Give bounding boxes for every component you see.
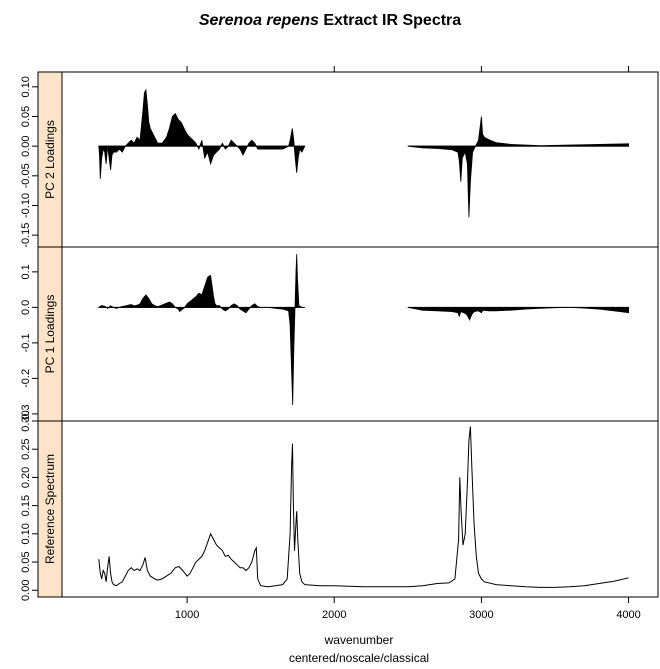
panel-0: PC 2 Loadings -0.15 -0.10 -0.05 0.00 0.05 0.10 bbox=[20, 71, 659, 248]
panel-frame-0 bbox=[61, 71, 659, 248]
x-tick-label-3: 4000 bbox=[616, 609, 640, 621]
panel-1: PC 1 Loadings -0.3 -0.2 -0.1 0.0 0.1 bbox=[20, 246, 659, 423]
panel-frame-2 bbox=[61, 420, 659, 598]
axis-layer: 1000 2000 3000 4000 bbox=[175, 66, 641, 621]
chart-title: Serenoa repens Extract IR Spectra bbox=[0, 12, 660, 30]
panels-layer: PC 2 Loadings-0.15-0.10-0.050.000.050.10… bbox=[20, 71, 659, 601]
loading-area-0-0 bbox=[98, 88, 306, 179]
x-tick-label-2: 3000 bbox=[469, 609, 493, 621]
y-tick-label-2-5: 0.25 bbox=[20, 438, 32, 459]
y-tick-label-0-4: 0.05 bbox=[20, 106, 32, 127]
spectrum-line-2-0 bbox=[98, 426, 629, 588]
strip-2 bbox=[37, 420, 63, 598]
chart-title-italic: Serenoa repens bbox=[198, 12, 319, 29]
y-tick-label-1-3: 0.0 bbox=[20, 300, 32, 315]
y-tick-label-2-2: 0.10 bbox=[20, 523, 32, 544]
y-tick-label-0-0: -0.15 bbox=[20, 223, 32, 248]
x-tick-label-0: 1000 bbox=[175, 609, 199, 621]
y-tick-label-0-2: -0.05 bbox=[20, 163, 32, 188]
loading-area-0-1 bbox=[407, 116, 629, 218]
strip-1 bbox=[37, 246, 63, 422]
y-tick-label-2-6: 0.30 bbox=[20, 410, 32, 431]
y-tick-label-0-1: -0.10 bbox=[20, 193, 32, 218]
strip-label-1: PC 1 Loadings bbox=[43, 295, 57, 374]
panel-frame-1 bbox=[61, 246, 659, 422]
chart-title-rest: Extract IR Spectra bbox=[318, 12, 462, 29]
panel-2: Reference Spectrum 0.00 0.05 0.10 0.15 0.20 0.… bbox=[20, 410, 659, 601]
x-tick-label-1: 2000 bbox=[322, 609, 346, 621]
y-tick-label-1-2: -0.1 bbox=[20, 333, 32, 352]
y-tick-label-2-4: 0.20 bbox=[20, 467, 32, 488]
strip-0 bbox=[37, 71, 63, 248]
chart-subtitle: centered/noscale/classical bbox=[289, 651, 429, 665]
y-tick-label-1-4: 0.1 bbox=[20, 264, 32, 279]
y-tick-label-1-0: -0.3 bbox=[20, 404, 32, 423]
y-tick-label-1-1: -0.2 bbox=[20, 369, 32, 388]
loading-area-1-0 bbox=[97, 254, 305, 406]
loading-area-1-1 bbox=[407, 306, 629, 321]
y-tick-label-0-3: 0.00 bbox=[20, 135, 32, 156]
y-tick-label-2-3: 0.15 bbox=[20, 495, 32, 516]
y-tick-label-0-5: 0.10 bbox=[20, 76, 32, 97]
strip-label-2: Reference Spectrum bbox=[43, 454, 57, 564]
y-tick-label-2-1: 0.05 bbox=[20, 551, 32, 572]
strip-label-0: PC 2 Loadings bbox=[43, 120, 57, 199]
x-axis-title: wavenumber bbox=[324, 633, 394, 647]
y-tick-label-2-0: 0.00 bbox=[20, 580, 32, 601]
